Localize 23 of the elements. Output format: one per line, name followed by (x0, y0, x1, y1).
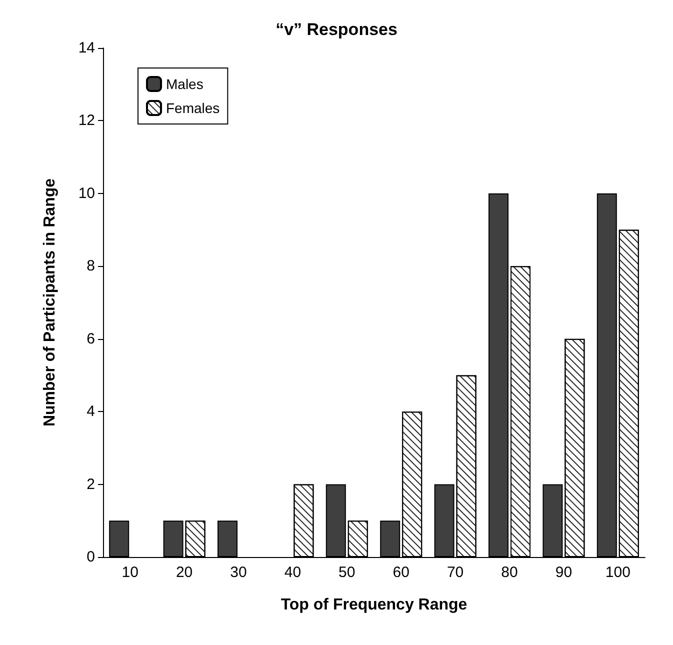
x-tick-label: 30 (230, 564, 247, 581)
x-tick-label: 10 (122, 564, 138, 581)
y-axis-title: Number of Participants in Range (42, 178, 58, 427)
y-tick-label: 12 (78, 112, 95, 130)
y-tick-label: 0 (86, 548, 95, 566)
y-tick-label: 10 (78, 184, 95, 202)
x-tick-label: 100 (605, 564, 630, 581)
x-axis-title: Top of Frequency Range (280, 596, 468, 614)
x-tick-label: 40 (284, 564, 302, 581)
y-tick-label: 8 (86, 258, 95, 275)
x-tick-label: 80 (501, 564, 518, 581)
legend-label: Females (166, 100, 220, 116)
legend-label: Males (166, 76, 204, 92)
y-tick-label: 4 (86, 403, 95, 420)
x-tick-label: 90 (555, 564, 572, 581)
chart-title: “v” Responses (276, 20, 398, 39)
y-tick-label: 2 (86, 476, 95, 493)
y-tick-label: 14 (78, 40, 95, 56)
x-tick-label: 70 (446, 564, 464, 581)
y-tick-label: 6 (86, 330, 95, 348)
x-tick-label: 50 (338, 564, 356, 581)
x-tick-label: 60 (392, 564, 410, 581)
x-tick-label: 20 (176, 564, 193, 581)
